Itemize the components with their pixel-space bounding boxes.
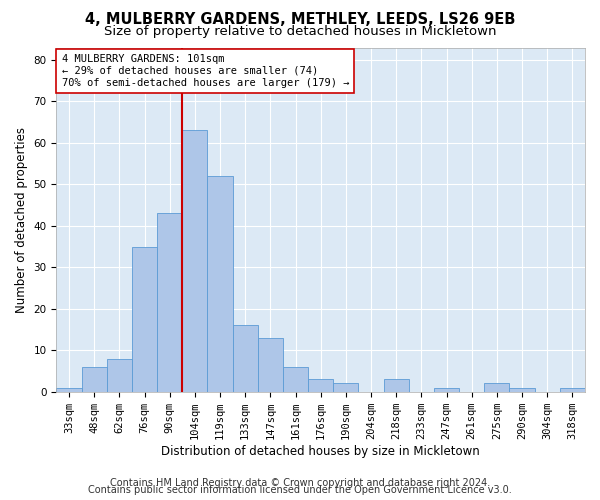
Bar bbox=[283, 367, 308, 392]
Bar bbox=[308, 380, 333, 392]
X-axis label: Distribution of detached houses by size in Mickletown: Distribution of detached houses by size … bbox=[161, 444, 480, 458]
Bar bbox=[434, 388, 459, 392]
Bar bbox=[182, 130, 208, 392]
Text: Contains public sector information licensed under the Open Government Licence v3: Contains public sector information licen… bbox=[88, 485, 512, 495]
Bar bbox=[233, 326, 258, 392]
Bar bbox=[107, 358, 132, 392]
Bar bbox=[56, 388, 82, 392]
Bar bbox=[383, 380, 409, 392]
Bar bbox=[484, 384, 509, 392]
Bar bbox=[132, 246, 157, 392]
Bar bbox=[157, 214, 182, 392]
Bar bbox=[258, 338, 283, 392]
Bar bbox=[333, 384, 358, 392]
Bar bbox=[208, 176, 233, 392]
Text: 4, MULBERRY GARDENS, METHLEY, LEEDS, LS26 9EB: 4, MULBERRY GARDENS, METHLEY, LEEDS, LS2… bbox=[85, 12, 515, 28]
Text: Contains HM Land Registry data © Crown copyright and database right 2024.: Contains HM Land Registry data © Crown c… bbox=[110, 478, 490, 488]
Bar bbox=[82, 367, 107, 392]
Text: 4 MULBERRY GARDENS: 101sqm
← 29% of detached houses are smaller (74)
70% of semi: 4 MULBERRY GARDENS: 101sqm ← 29% of deta… bbox=[62, 54, 349, 88]
Bar bbox=[509, 388, 535, 392]
Bar bbox=[560, 388, 585, 392]
Y-axis label: Number of detached properties: Number of detached properties bbox=[15, 126, 28, 312]
Text: Size of property relative to detached houses in Mickletown: Size of property relative to detached ho… bbox=[104, 25, 496, 38]
